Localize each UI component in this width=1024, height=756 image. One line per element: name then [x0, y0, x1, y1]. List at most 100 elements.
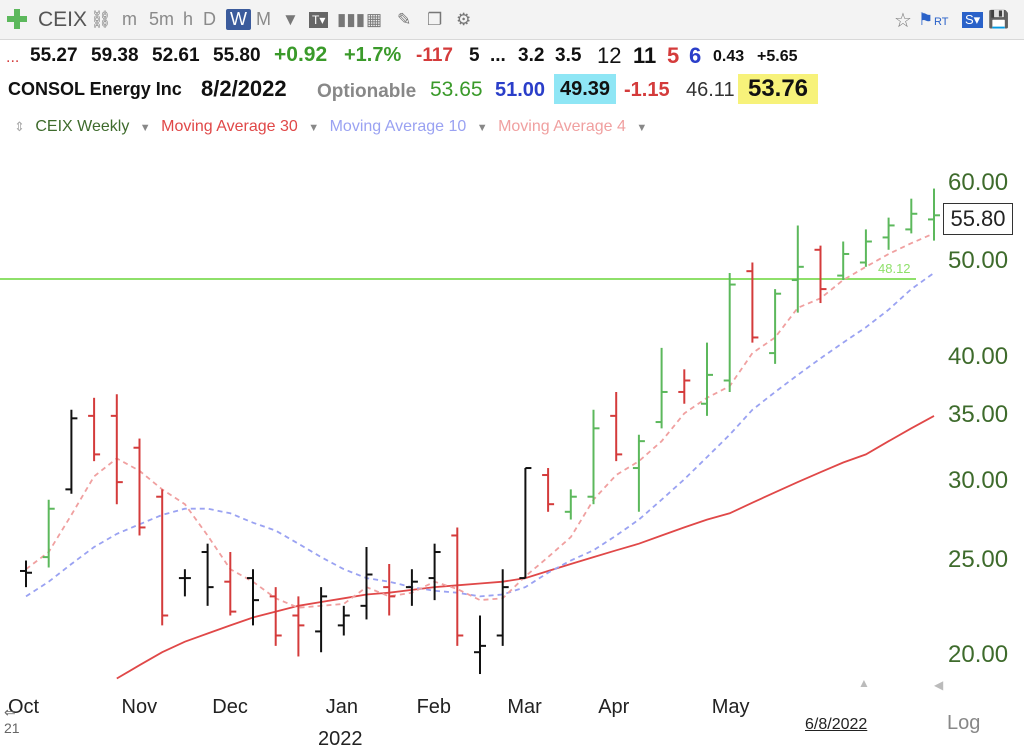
flag-icon[interactable]: ⚑ [918, 10, 934, 29]
ma10-line[interactable] [25, 272, 935, 598]
ohlc-bar[interactable] [247, 569, 259, 626]
settings-icon[interactable]: ⚙ [456, 10, 472, 29]
ohlc-bar[interactable] [110, 394, 123, 505]
scroll-left-icon[interactable]: ⇐ [4, 704, 16, 720]
ohlc-bar[interactable] [383, 563, 396, 616]
ohlc-bar[interactable] [269, 587, 282, 646]
symbol-field[interactable]: CEIX [38, 8, 88, 31]
info-f5: 46.11 [686, 79, 735, 101]
optionable-label: Optionable [317, 81, 417, 102]
ohlc-bar[interactable] [564, 489, 577, 520]
ohlc-bar[interactable] [587, 409, 600, 505]
star-icon[interactable]: ☆ [894, 10, 912, 32]
ohlc-bar[interactable] [360, 546, 373, 620]
scroll-up-icon[interactable]: ▲ [858, 676, 870, 690]
dropdown-icon[interactable]: ▼ [282, 10, 299, 29]
ohlc-bar[interactable] [882, 217, 895, 250]
ohlc-bar[interactable] [723, 272, 736, 392]
link-icon[interactable]: ⛓ [90, 10, 112, 29]
legend-main-dropdown-icon[interactable]: ▼ [139, 122, 151, 134]
ohlc-bar[interactable] [610, 391, 623, 462]
ohlc-bar[interactable] [791, 225, 804, 313]
legend-ma30-dropdown-icon[interactable]: ▼ [308, 122, 320, 134]
ohlc-bar[interactable] [769, 289, 782, 364]
ohlc-bar[interactable] [474, 615, 486, 675]
ohlc-bar[interactable] [337, 605, 350, 636]
period-5min[interactable]: 5m [149, 9, 175, 29]
window-icon[interactable]: ❐ [427, 10, 443, 29]
x-tick-label: Mar [507, 696, 542, 718]
ohlc-bar[interactable] [65, 409, 78, 494]
ohlc-bar[interactable] [678, 369, 691, 404]
quote-v1: -117 [416, 45, 453, 66]
period-minute[interactable]: m [122, 9, 137, 29]
y-tick-label: 25.00 [948, 545, 1009, 573]
info-f4: -1.15 [624, 79, 670, 101]
ohlc-bar[interactable] [88, 397, 101, 462]
period-week[interactable]: W [226, 9, 251, 30]
s-badge-icon[interactable]: S▾ [962, 12, 984, 28]
ohlc-bar[interactable] [20, 560, 32, 588]
ohlc-bar[interactable] [632, 434, 645, 512]
legend-ma4-dropdown-icon[interactable]: ▼ [636, 122, 648, 134]
quote-v6: 12 [597, 43, 622, 68]
ohlc-bar[interactable] [133, 438, 146, 536]
ohlc-bar[interactable] [905, 198, 918, 234]
ohlc-bar[interactable] [746, 262, 759, 343]
ohlc-bar[interactable] [928, 188, 940, 241]
info-f6: 53.76 [738, 74, 818, 104]
ohlc-bar[interactable] [315, 587, 328, 653]
axis-arrow-icon[interactable]: ◀ [934, 678, 944, 692]
ohlc-bar[interactable] [178, 569, 191, 597]
legend-ma30[interactable]: Moving Average 30 [161, 118, 298, 135]
x-tick-label: Jan [325, 696, 359, 718]
quote-change: +0.92 [274, 43, 328, 66]
legend-ma4[interactable]: Moving Average 4 [498, 118, 626, 135]
ohlc-bar[interactable] [42, 499, 55, 568]
legend-ma10[interactable]: Moving Average 10 [329, 118, 467, 135]
ohlc-bar[interactable] [224, 552, 237, 616]
period-hour[interactable]: h [183, 9, 194, 29]
save-icon[interactable]: 💾 [988, 10, 1010, 29]
period-month[interactable]: M [256, 9, 271, 29]
ohlc-bar[interactable] [655, 347, 668, 429]
log-toggle[interactable]: Log [947, 712, 981, 734]
chart-legend: ⇕ CEIX Weekly ▼ Moving Average 30 ▼ Movi… [14, 118, 653, 136]
quote-lead: ... [6, 49, 20, 66]
ohlc-bar[interactable] [859, 229, 872, 267]
pencil-icon[interactable]: ✎ [397, 10, 412, 29]
quote-close: 55.80 [213, 45, 261, 66]
ohlc-bar[interactable] [292, 596, 305, 657]
ohlc-bar[interactable] [814, 245, 827, 304]
quote-v9: 6 [689, 43, 702, 68]
ohlc-bar[interactable] [156, 489, 169, 626]
ohlc-bar[interactable] [405, 569, 418, 606]
ohlc-bar[interactable] [837, 241, 850, 281]
ohlc-bar[interactable] [701, 342, 713, 416]
ohlc-bar[interactable] [496, 569, 509, 646]
info-f3: 49.39 [554, 74, 616, 104]
ohlc-bar[interactable] [428, 543, 441, 601]
grid-icon[interactable]: ▦ [366, 10, 383, 29]
quote-v8: 5 [667, 43, 680, 68]
text-tool-icon[interactable]: T▾ [309, 12, 329, 28]
quote-v5: 3.5 [555, 45, 582, 66]
quote-row: ... 55.27 59.38 52.61 55.80 +0.92 +1.7% … [0, 42, 1024, 72]
add-symbol-icon[interactable] [6, 8, 28, 30]
period-day[interactable]: D [203, 9, 216, 29]
quote-v4: 3.2 [518, 45, 545, 66]
legend-ma10-dropdown-icon[interactable]: ▼ [476, 122, 488, 134]
drag-handle-icon[interactable]: ⇕ [14, 119, 25, 134]
ohlc-bar[interactable] [451, 527, 464, 646]
bar-chart-icon[interactable]: ▮▮▮ [337, 10, 366, 29]
ohlc-bar[interactable] [519, 467, 532, 580]
ohlc-bar[interactable] [542, 468, 555, 512]
y-tick-label: 30.00 [948, 467, 1009, 495]
ma4-line[interactable] [25, 232, 935, 609]
info-date: 8/2/2022 [201, 76, 287, 101]
price-chart[interactable]: 48.12 [0, 140, 940, 680]
last-price-box: 55.80 [943, 203, 1013, 235]
ohlc-bar[interactable] [201, 543, 214, 606]
legend-main-series[interactable]: CEIX Weekly [35, 118, 130, 135]
info-f2: 51.00 [495, 79, 546, 101]
